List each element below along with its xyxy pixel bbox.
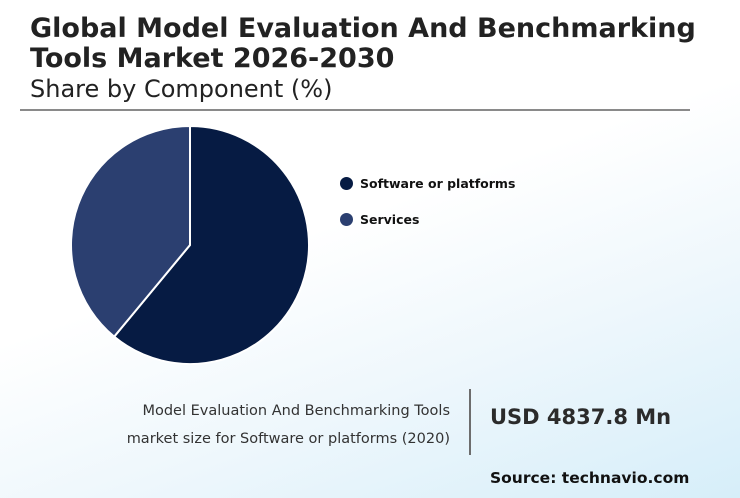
pie-chart [70, 124, 311, 365]
market-size-value: USD 4837.8 Mn [490, 405, 672, 429]
source-credit: Source: technavio.com [490, 469, 690, 487]
chart-subtitle: Share by Component (%) [30, 75, 333, 103]
caption-line-2: market size for Software or platforms (2… [126, 431, 450, 447]
chart-title: Global Model Evaluation And Benchmarking… [30, 13, 696, 74]
caption-divider [469, 389, 471, 455]
pie-slice-software-or-platforms [112, 124, 311, 365]
legend-label-services: Services [360, 211, 420, 227]
caption-line-1: Model Evaluation And Benchmarking Tools [142, 403, 450, 419]
legend-label-software: Software or platforms [360, 175, 516, 191]
legend-swatch-services [340, 212, 353, 226]
legend-swatch-software [340, 176, 353, 190]
legend: Software or platforms Services [340, 174, 515, 246]
header-divider [20, 109, 690, 111]
legend-item-software: Software or platforms [340, 174, 515, 192]
market-size-caption: Model Evaluation And Benchmarking Tools … [30, 397, 450, 453]
pie-slice-services [70, 124, 191, 339]
legend-item-services: Services [340, 210, 515, 228]
